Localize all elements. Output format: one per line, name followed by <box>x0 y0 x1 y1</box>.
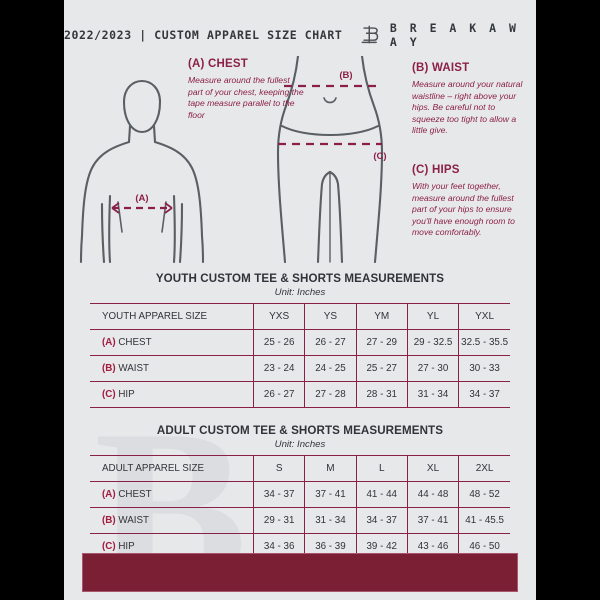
youth-cell-2-4: 34 - 37 <box>458 381 510 408</box>
adult-cell-1-3: 37 - 41 <box>407 507 460 534</box>
adult-col-2: L <box>356 455 408 482</box>
footer-accent-bar <box>82 553 518 592</box>
table-header-row: YOUTH APPAREL SIZE YXS YS YM YL YXL <box>90 303 510 330</box>
callout-waist-heading: (B) WAIST <box>412 62 470 74</box>
youth-row-0-label: (A) CHEST <box>90 329 254 356</box>
youth-cell-0-4: 32.5 - 35.5 <box>458 329 510 356</box>
youth-row-2-tag: (C) <box>102 389 116 400</box>
youth-col-1: YS <box>304 303 357 330</box>
table-row: (B) WAIST 29 - 31 31 - 34 34 - 37 37 - 4… <box>90 507 510 534</box>
measurement-diagram: (A) <box>64 54 536 266</box>
youth-table-title: YOUTH CUSTOM TEE & SHORTS MEASUREMENTS <box>155 272 445 285</box>
youth-cell-1-3: 27 - 30 <box>407 355 460 382</box>
hips-measure-label: (C) <box>373 151 386 162</box>
callout-waist-text: Measure around your natural waistline – … <box>412 79 523 136</box>
callout-chest-text: Measure around the fullest part of your … <box>188 75 304 120</box>
adult-row-1-label: (B) WAIST <box>90 507 254 534</box>
adult-row-1-name: WAIST <box>118 515 150 526</box>
youth-table-unit: Unit: Inches <box>274 287 326 298</box>
adult-row-0-name: CHEST <box>118 489 152 500</box>
youth-col-3: YL <box>407 303 460 330</box>
youth-cell-1-1: 24 - 25 <box>304 355 357 382</box>
adult-cell-0-0: 34 - 37 <box>253 481 306 508</box>
waist-measure-label: (B) <box>339 70 352 81</box>
table-header-row: ADULT APPAREL SIZE S M L XL 2XL <box>90 455 510 482</box>
callout-chest: (A) CHEST Measure around the fullest par… <box>188 58 304 121</box>
youth-cell-1-0: 23 - 24 <box>253 355 306 382</box>
youth-cell-1-4: 30 - 33 <box>458 355 510 382</box>
youth-cell-1-2: 25 - 27 <box>356 355 408 382</box>
youth-row-0-tag: (A) <box>102 337 116 348</box>
page-title: 2022/2023 | CUSTOM APPAREL SIZE CHART <box>64 28 343 42</box>
youth-row-2-label: (C) HIP <box>90 381 254 408</box>
youth-cell-2-0: 26 - 27 <box>253 381 306 408</box>
adult-row-2-name: HIP <box>118 541 135 552</box>
adult-cell-1-1: 31 - 34 <box>304 507 357 534</box>
adult-size-table: ADULT APPAREL SIZE S M L XL 2XL (A) CHES… <box>90 455 510 560</box>
adult-cell-1-0: 29 - 31 <box>253 507 306 534</box>
youth-table-block: YOUTH CUSTOM TEE & SHORTS MEASUREMENTS U… <box>64 272 536 408</box>
breakaway-b-monogram-icon <box>361 25 379 44</box>
table-row: (A) CHEST 34 - 37 37 - 41 41 - 44 44 - 4… <box>90 481 510 508</box>
youth-col-2: YM <box>356 303 408 330</box>
adult-cell-1-2: 34 - 37 <box>356 507 408 534</box>
adult-col-3: XL <box>407 455 460 482</box>
adult-row-1-tag: (B) <box>102 515 116 526</box>
adult-table-unit: Unit: Inches <box>274 439 326 450</box>
youth-row-header-label: YOUTH APPAREL SIZE <box>90 303 254 330</box>
youth-cell-0-2: 27 - 29 <box>356 329 408 356</box>
adult-cell-0-3: 44 - 48 <box>407 481 460 508</box>
page-header: 2022/2023 | CUSTOM APPAREL SIZE CHART B … <box>64 0 536 49</box>
youth-size-table: YOUTH APPAREL SIZE YXS YS YM YL YXL (A) … <box>90 303 510 408</box>
adult-col-4: 2XL <box>458 455 510 482</box>
adult-cell-1-4: 41 - 45.5 <box>458 507 510 534</box>
callout-waist: (B) WAIST Measure around your natural wa… <box>412 62 524 137</box>
lower-body-hips-icon: (B) (C) <box>276 56 387 264</box>
brand-name: B R E A K A W A Y <box>389 21 519 49</box>
adult-row-header-label: ADULT APPAREL SIZE <box>90 455 254 482</box>
chest-measure-label: (A) <box>135 193 148 204</box>
youth-cell-2-1: 27 - 28 <box>304 381 357 408</box>
youth-row-1-name: WAIST <box>118 363 150 374</box>
adult-cell-0-1: 37 - 41 <box>304 481 357 508</box>
callout-hips-text: With your feet together, measure around … <box>412 181 515 238</box>
youth-row-1-label: (B) WAIST <box>90 355 254 382</box>
brand-lockup: B R E A K A W A Y <box>358 21 536 49</box>
youth-cell-0-0: 25 - 26 <box>253 329 306 356</box>
upper-body-torso-icon: (A) <box>79 79 205 264</box>
adult-row-2-tag: (C) <box>102 541 116 552</box>
youth-cell-0-1: 26 - 27 <box>304 329 357 356</box>
callout-hips-heading: (C) HIPS <box>412 164 460 176</box>
callout-hips: (C) HIPS With your feet together, measur… <box>412 164 528 239</box>
youth-col-0: YXS <box>253 303 306 330</box>
youth-row-2-name: HIP <box>118 389 135 400</box>
size-chart-sheet: B 2022/2023 | CUSTOM APPAREL SIZE CHART … <box>64 0 536 600</box>
adult-cell-0-2: 41 - 44 <box>356 481 408 508</box>
adult-table-block: ADULT CUSTOM TEE & SHORTS MEASUREMENTS U… <box>64 424 536 560</box>
youth-row-0-name: CHEST <box>118 337 152 348</box>
adult-row-0-tag: (A) <box>102 489 116 500</box>
youth-cell-2-3: 31 - 34 <box>407 381 460 408</box>
youth-col-4: YXL <box>458 303 510 330</box>
youth-cell-0-3: 29 - 32.5 <box>407 329 460 356</box>
youth-row-1-tag: (B) <box>102 363 116 374</box>
table-row: (A) CHEST 25 - 26 26 - 27 27 - 29 29 - 3… <box>90 329 510 356</box>
adult-col-0: S <box>253 455 306 482</box>
youth-cell-2-2: 28 - 31 <box>356 381 408 408</box>
adult-cell-0-4: 48 - 52 <box>458 481 510 508</box>
table-row: (B) WAIST 23 - 24 24 - 25 25 - 27 27 - 3… <box>90 355 510 382</box>
callout-chest-heading: (A) CHEST <box>188 58 248 70</box>
adult-col-1: M <box>304 455 357 482</box>
chest-measure-line <box>111 202 173 214</box>
adult-row-0-label: (A) CHEST <box>90 481 254 508</box>
table-row: (C) HIP 26 - 27 27 - 28 28 - 31 31 - 34 … <box>90 381 510 408</box>
adult-table-title: ADULT CUSTOM TEE & SHORTS MEASUREMENTS <box>156 424 444 437</box>
